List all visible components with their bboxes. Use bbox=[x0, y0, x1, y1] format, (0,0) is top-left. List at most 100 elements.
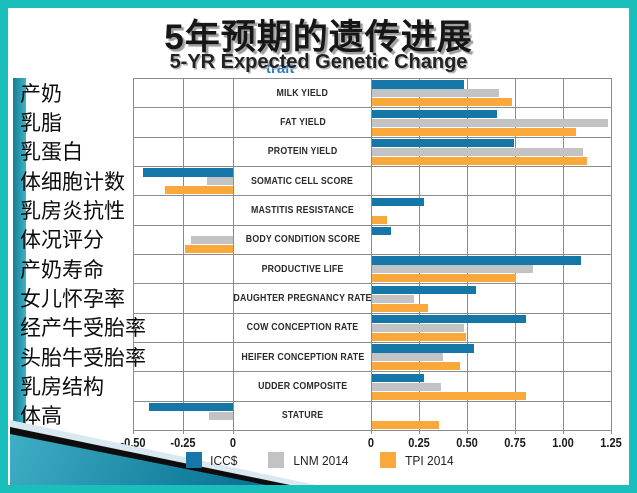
category-label-cell: MASTITIS RESISTANCE bbox=[234, 196, 371, 225]
category-label: UDDER COMPOSITE bbox=[257, 380, 348, 392]
category-label: COW CONCEPTION RATE bbox=[246, 322, 359, 334]
axis-tick bbox=[467, 430, 468, 434]
row-gridline bbox=[133, 166, 611, 167]
column-gridline bbox=[467, 78, 468, 430]
row-gridline bbox=[133, 136, 611, 138]
axis-tick bbox=[371, 430, 372, 434]
column-gridline bbox=[183, 78, 184, 430]
bar bbox=[372, 256, 582, 265]
category-label-cell: COW CONCEPTION RATE bbox=[234, 313, 371, 342]
slide-title-cn: 5年预期的遗传进展 bbox=[164, 18, 473, 57]
axis-tick bbox=[611, 430, 612, 434]
legend-item: TPI 2014 bbox=[379, 452, 456, 468]
row-gridline bbox=[133, 283, 611, 285]
bar bbox=[207, 177, 233, 186]
axis-tick bbox=[233, 430, 234, 434]
row-gridline bbox=[133, 400, 611, 402]
row-gridline bbox=[133, 78, 611, 79]
axis-tick-label: 0 bbox=[229, 435, 237, 450]
bar bbox=[372, 265, 534, 274]
column-gridline bbox=[233, 78, 234, 430]
axis-tick-label: 0.50 bbox=[456, 435, 478, 450]
category-label: SOMATIC CELL SCORE bbox=[251, 175, 354, 187]
category-label-cell: DAUGHTER PREGNANCY RATE bbox=[233, 284, 372, 313]
trait-label-cn: 体细胞计数 bbox=[20, 170, 125, 194]
bar bbox=[372, 303, 428, 312]
bar bbox=[372, 362, 461, 371]
category-label-cell: PROTEIN YIELD bbox=[234, 137, 371, 166]
category-label-cell: STATURE bbox=[234, 401, 371, 430]
column-gridline bbox=[611, 78, 612, 430]
category-label: PROTEIN YIELD bbox=[267, 146, 338, 158]
bar bbox=[209, 411, 233, 421]
axis-tick-label: 0.25 bbox=[408, 435, 430, 450]
row-gridline bbox=[133, 312, 611, 314]
bar bbox=[191, 235, 233, 245]
axis-tick-label: 1.00 bbox=[552, 435, 574, 450]
bar bbox=[372, 156, 588, 166]
chart-legend: ICC$ LNM 2014 TPI 2014 bbox=[186, 452, 455, 468]
bar bbox=[143, 168, 233, 177]
category-label-cell: SOMATIC CELL SCORE bbox=[234, 167, 371, 196]
row-gridline bbox=[133, 371, 611, 373]
trait-label-cn: 产奶 bbox=[20, 82, 62, 106]
row-gridline bbox=[133, 430, 611, 431]
bar bbox=[185, 244, 233, 254]
category-label: BODY CONDITION SCORE bbox=[245, 234, 360, 246]
axis-tick-label: 1.25 bbox=[600, 435, 622, 450]
bar bbox=[372, 353, 444, 362]
axis-tick-label: 0 bbox=[367, 435, 375, 450]
category-label: PRODUCTIVE LIFE bbox=[261, 263, 344, 275]
legend-swatch bbox=[379, 452, 396, 468]
trait-label-cn: 乳房炎抗性 bbox=[20, 200, 125, 223]
category-label: HEIFER CONCEPTION RATE bbox=[240, 351, 365, 363]
bar bbox=[372, 382, 442, 391]
bar bbox=[372, 215, 388, 224]
category-label-cell: HEIFER CONCEPTION RATE bbox=[234, 343, 371, 372]
bar bbox=[372, 373, 424, 382]
bar bbox=[372, 89, 499, 98]
category-label-cell: PRODUCTIVE LIFE bbox=[234, 255, 371, 284]
bar bbox=[149, 403, 233, 412]
bar bbox=[372, 323, 465, 333]
category-label-cell: MILK YIELD bbox=[234, 79, 371, 108]
category-label: DAUGHTER PREGNANCY RATE bbox=[233, 292, 372, 304]
trait-label-cn: 体高 bbox=[20, 405, 62, 429]
bar bbox=[372, 197, 424, 206]
category-label-cell: UDDER COMPOSITE bbox=[234, 372, 371, 401]
bar bbox=[372, 391, 526, 400]
row-gridline bbox=[133, 107, 611, 109]
slide-subtitle-en: 5-YR Expected Genetic Change bbox=[169, 51, 468, 73]
bar bbox=[372, 80, 465, 89]
trait-label-cn: 乳房结构 bbox=[20, 376, 104, 399]
column-gridline bbox=[133, 78, 134, 430]
left-accent-bar bbox=[13, 78, 26, 440]
column-gridline bbox=[563, 78, 564, 430]
axis-tick bbox=[563, 430, 564, 434]
trait-label-cn: 产奶寿命 bbox=[20, 258, 104, 282]
legend-item: ICC$ bbox=[186, 452, 239, 468]
column-gridline bbox=[371, 78, 372, 430]
row-gridline bbox=[133, 254, 611, 255]
trait-label-cn: 头胎牛受胎率 bbox=[20, 346, 146, 370]
trait-label-cn: 体况评分 bbox=[20, 229, 104, 253]
legend-label: LNM 2014 bbox=[293, 452, 349, 468]
axis-tick-label: 0.75 bbox=[504, 435, 526, 450]
trait-label-cn: 乳脂 bbox=[20, 112, 62, 135]
bar bbox=[372, 344, 474, 353]
legend-item: LNM 2014 bbox=[267, 452, 351, 468]
bar bbox=[372, 118, 609, 127]
row-gridline bbox=[133, 195, 611, 197]
category-label: MILK YIELD bbox=[276, 87, 329, 99]
trait-label-cn: 经产牛受胎率 bbox=[20, 317, 146, 341]
axis-tick bbox=[183, 430, 184, 434]
legend-label: TPI 2014 bbox=[404, 452, 454, 468]
bar bbox=[372, 420, 440, 430]
axis-tick-label: -0.25 bbox=[170, 435, 196, 450]
bar bbox=[165, 186, 233, 195]
legend-swatch bbox=[267, 452, 284, 468]
axis-tick bbox=[133, 430, 134, 434]
column-gridline bbox=[419, 78, 420, 430]
category-label-cell: FAT YIELD bbox=[234, 108, 371, 137]
